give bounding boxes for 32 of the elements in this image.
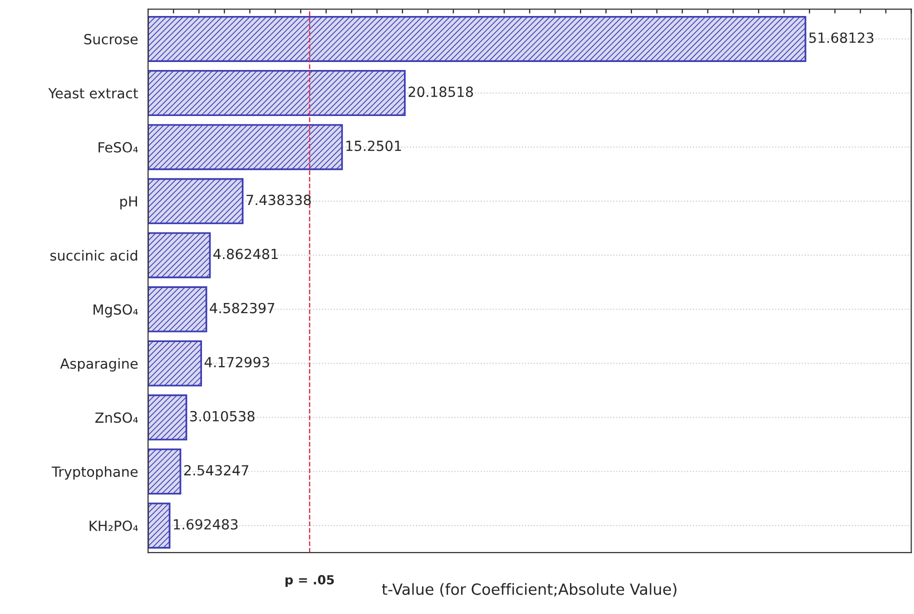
data-label: 3.010538 (190, 410, 254, 422)
bar (148, 502, 170, 549)
y-tick-label: succinic acid (50, 250, 138, 261)
bar (148, 394, 188, 440)
data-label: 2.543247 (184, 465, 248, 476)
bar (148, 178, 244, 224)
data-label: 4.172993 (204, 356, 270, 368)
bar (148, 124, 343, 170)
y-tick-label: Tryptophane (52, 466, 138, 480)
y-tick-label: MgSO₄ (94, 304, 138, 318)
data-label: 4.582397 (210, 302, 274, 314)
y-tick-label: FeSO₄ (98, 142, 138, 153)
y-tick-label: Yeast extract (48, 88, 138, 98)
y-tick-label: pH (120, 196, 137, 210)
data-label: 4.862481 (213, 248, 278, 260)
y-tick-label: ZnSO₄ (95, 412, 138, 423)
bar (148, 232, 211, 278)
data-label: 51.68123 (809, 32, 874, 43)
bar (148, 448, 182, 494)
y-tick-label: Asparagine (60, 358, 138, 372)
ref-line-label: p = .05 (286, 575, 334, 587)
data-label: 15.2501 (346, 140, 401, 152)
y-tick-label: KH₂PO₄ (90, 520, 138, 532)
y-tick-label: Sucrose (84, 34, 138, 44)
data-label: 7.438338 (246, 194, 311, 206)
bar (148, 340, 202, 386)
bar (148, 16, 806, 62)
bar (148, 286, 208, 332)
x-axis-title: t-Value (for Coefficient;Absolute Value) (382, 583, 676, 597)
bar (148, 70, 406, 116)
data-label: 20.18518 (408, 86, 473, 98)
data-label: 1.692483 (174, 519, 238, 530)
